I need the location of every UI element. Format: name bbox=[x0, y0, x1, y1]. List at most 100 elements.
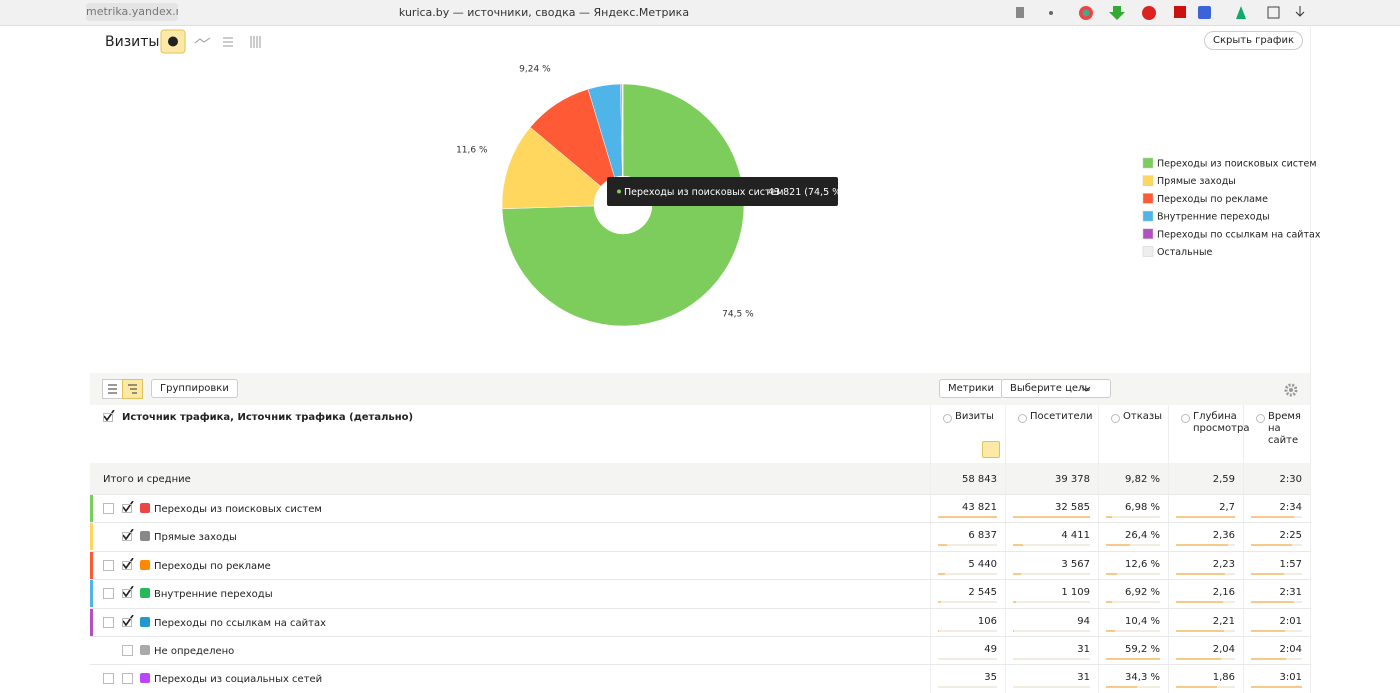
content-border bbox=[1310, 25, 1311, 693]
cell-bar bbox=[1251, 629, 1286, 632]
column-divider bbox=[1243, 405, 1244, 693]
cell-bar-track bbox=[1013, 658, 1090, 660]
cell-bar bbox=[1176, 544, 1228, 547]
url[interactable]: metrika.yandex.ru bbox=[86, 3, 178, 21]
cell-bar bbox=[1106, 516, 1113, 518]
cell: 1,86 bbox=[1212, 672, 1235, 684]
checkbox bbox=[122, 673, 133, 685]
total-cell: 58 843 bbox=[962, 474, 997, 485]
cell-bar bbox=[1176, 572, 1225, 575]
row-border bbox=[90, 522, 1310, 524]
settings-icon[interactable] bbox=[1284, 383, 1298, 397]
cell: 2:04 bbox=[1279, 644, 1302, 655]
legend-swatch bbox=[1142, 157, 1154, 169]
view-switch[interactable] bbox=[102, 379, 144, 399]
tooltip-dot bbox=[617, 189, 621, 194]
groupings-button[interactable]: Группировки bbox=[151, 379, 238, 398]
cell-bar bbox=[1176, 516, 1235, 518]
cell: 59,2 % bbox=[1125, 644, 1160, 655]
chart-type-switch[interactable] bbox=[160, 29, 270, 54]
checkbox[interactable] bbox=[122, 586, 134, 599]
cell-bar bbox=[1251, 516, 1295, 518]
legend-swatch bbox=[1142, 193, 1154, 204]
checkbox[interactable] bbox=[103, 410, 115, 422]
cell-bar bbox=[938, 601, 942, 604]
cell-bar-track bbox=[938, 601, 997, 604]
cell: 2,21 bbox=[1212, 615, 1235, 627]
cell-bar bbox=[1013, 516, 1090, 518]
cell: 1 109 bbox=[1061, 587, 1090, 599]
cell-bar bbox=[1106, 544, 1131, 547]
cell-bar-track bbox=[1106, 516, 1160, 518]
checkbox[interactable] bbox=[122, 529, 134, 542]
report-title: Визиты bbox=[105, 34, 160, 50]
column-header: Отказы bbox=[1123, 411, 1163, 422]
cell-bar-track bbox=[1106, 629, 1160, 632]
cell-bar bbox=[1251, 544, 1292, 547]
hide-chart-button[interactable]: Скрыть график bbox=[1204, 31, 1303, 50]
slice-label: 11,6 % bbox=[456, 146, 488, 156]
column-icon bbox=[1108, 441, 1124, 456]
cell-bar-track bbox=[1106, 572, 1160, 575]
checkbox[interactable] bbox=[122, 557, 134, 570]
legend-label: Остальные bbox=[1157, 247, 1212, 258]
radio bbox=[1256, 414, 1265, 423]
extensions bbox=[1016, 6, 1305, 20]
pie-slice bbox=[621, 83, 624, 177]
column-icon bbox=[1057, 441, 1073, 456]
dropdown-arrow bbox=[1081, 386, 1091, 392]
cell: 2,36 bbox=[1212, 530, 1235, 542]
cell-bar bbox=[1013, 601, 1016, 604]
row-border bbox=[90, 579, 1310, 581]
cell-bar bbox=[938, 516, 997, 518]
goal-button[interactable]: Выберите цель bbox=[1001, 379, 1112, 398]
row-border bbox=[90, 636, 1310, 637]
checkbox[interactable] bbox=[122, 614, 134, 627]
pie-slice bbox=[501, 83, 745, 327]
radio bbox=[1111, 414, 1120, 423]
cell-bar bbox=[1106, 601, 1113, 604]
row-label: Переходы по рекламе bbox=[154, 560, 271, 572]
legend-label: Переходы по ссылкам на сайтах bbox=[1157, 229, 1321, 240]
expand-button bbox=[103, 503, 114, 514]
column-icon bbox=[1015, 441, 1031, 456]
cell: 5 440 bbox=[968, 558, 997, 570]
column-icon bbox=[940, 441, 956, 456]
legend-swatch bbox=[1142, 228, 1154, 240]
source-icon bbox=[140, 503, 150, 513]
row-color bbox=[90, 551, 93, 579]
column-header: Время на сайте bbox=[1268, 411, 1301, 446]
cell-bar-track bbox=[1013, 686, 1090, 689]
row-border bbox=[90, 550, 1310, 552]
checkbox[interactable] bbox=[122, 501, 134, 513]
total-label: Итого и средние bbox=[103, 474, 191, 485]
metrics-button[interactable]: Метрики bbox=[939, 379, 1003, 398]
source-icon bbox=[140, 645, 150, 655]
cell-bar bbox=[938, 572, 946, 575]
cell-bar bbox=[1176, 686, 1217, 689]
radio bbox=[1181, 414, 1190, 423]
cell: 2:25 bbox=[1279, 530, 1302, 542]
table-toolbar bbox=[90, 373, 1310, 405]
expand-button bbox=[103, 616, 114, 628]
cell: 6,98 % bbox=[1125, 502, 1160, 513]
cell: 4 411 bbox=[1061, 530, 1090, 542]
row-label: Переходы по ссылкам на сайтах bbox=[154, 617, 327, 629]
cell-bar bbox=[1176, 658, 1221, 660]
cell: 2,04 bbox=[1212, 644, 1235, 655]
cell: 43 821 bbox=[962, 502, 997, 513]
column-divider bbox=[1098, 405, 1099, 693]
legend-label: Переходы по рекламе bbox=[1157, 194, 1268, 205]
cell-bar-track bbox=[1013, 629, 1090, 632]
cell-bar bbox=[1251, 572, 1284, 575]
cell: 32 585 bbox=[1055, 502, 1090, 513]
cell: 31 bbox=[1077, 672, 1090, 684]
row-label: Прямые заходы bbox=[154, 532, 237, 544]
cell: 2,16 bbox=[1212, 587, 1235, 599]
total-cell: 9,82 % bbox=[1125, 474, 1160, 485]
tooltip-box bbox=[607, 177, 838, 206]
cell-bar bbox=[1251, 601, 1294, 604]
column-icon bbox=[982, 441, 1000, 458]
pie-slice bbox=[501, 126, 602, 210]
cell-bar bbox=[1176, 601, 1224, 604]
